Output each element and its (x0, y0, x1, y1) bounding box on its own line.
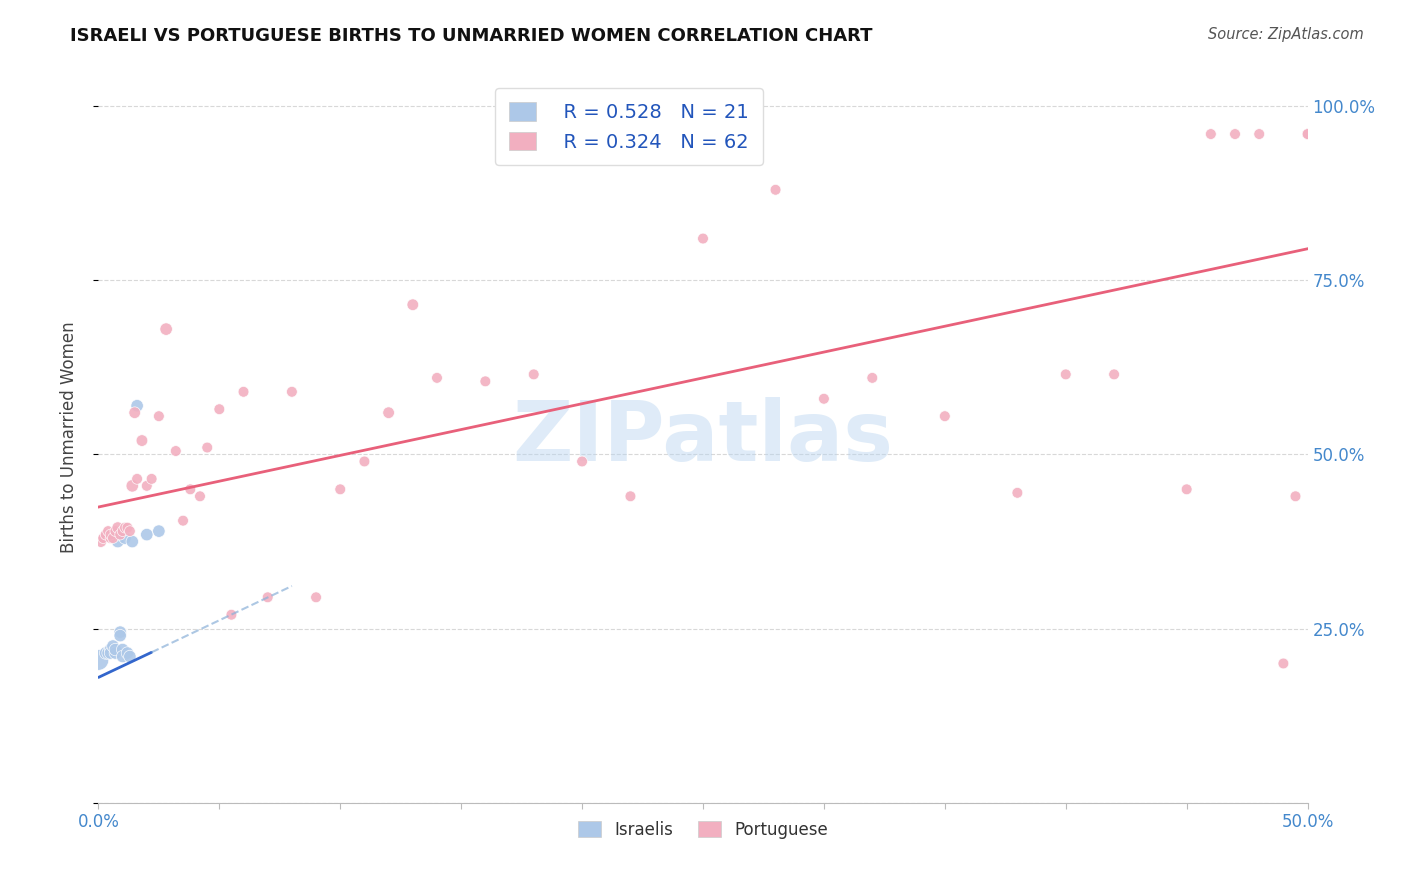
Point (1272, 657, 1295, 671)
Point (256, 591, 278, 605)
Point (135, 527, 157, 541)
Point (148, 524, 170, 538)
Text: ZIPatlas: ZIPatlas (513, 397, 893, 477)
Text: Source: ZipAtlas.com: Source: ZipAtlas.com (1208, 27, 1364, 42)
Point (108, 629, 131, 643)
Point (107, 534, 129, 549)
Point (221, 607, 243, 622)
Point (104, 642, 127, 657)
Point (118, 524, 141, 538)
Point (377, 406, 399, 420)
Point (765, 183, 787, 197)
Text: ISRAELI VS PORTUGUESE BIRTHS TO UNMARRIED WOMEN CORRELATION CHART: ISRAELI VS PORTUGUESE BIRTHS TO UNMARRIE… (70, 27, 873, 45)
Point (155, 322, 177, 336)
Point (107, 521, 129, 535)
Point (148, 409, 170, 424)
Point (426, 371, 449, 385)
Point (329, 483, 352, 497)
Point (353, 454, 375, 468)
Point (97, 646, 120, 660)
Point (100, 646, 122, 660)
Point (692, 231, 714, 245)
Point (131, 434, 153, 448)
Point (101, 639, 124, 653)
Point (474, 375, 496, 389)
Point (1296, 127, 1319, 141)
Point (111, 649, 134, 664)
Point (165, 444, 187, 458)
Point (111, 524, 134, 538)
Point (195, 441, 218, 455)
Point (1249, 127, 1271, 141)
Point (121, 534, 143, 549)
Point (100, 527, 122, 541)
Point (1296, 127, 1319, 141)
Point (934, 409, 956, 424)
Point (1007, 485, 1029, 500)
Point (232, 384, 254, 399)
Point (571, 454, 593, 468)
Point (108, 625, 131, 640)
Point (104, 646, 127, 660)
Point (179, 483, 201, 497)
Point (114, 531, 136, 545)
Point (127, 472, 149, 486)
Point (121, 479, 143, 493)
Point (860, 371, 883, 385)
Point (305, 591, 328, 605)
Point (117, 646, 139, 660)
Point (1054, 368, 1077, 382)
Point (1199, 127, 1222, 141)
Point (402, 298, 425, 312)
Point (100, 642, 122, 657)
Point (135, 479, 157, 493)
Point (188, 489, 211, 503)
Point (114, 521, 136, 535)
Point (1284, 489, 1306, 503)
Point (1296, 127, 1319, 141)
Point (813, 392, 835, 406)
Point (1296, 127, 1319, 141)
Point (94, 646, 117, 660)
Point (124, 406, 146, 420)
Legend: Israelis, Portuguese: Israelis, Portuguese (571, 814, 835, 846)
Point (127, 399, 149, 413)
Point (91, 531, 114, 545)
Point (1296, 127, 1319, 141)
Point (104, 524, 127, 538)
Point (523, 368, 546, 382)
Point (97, 524, 120, 538)
Point (208, 402, 231, 417)
Point (172, 514, 194, 528)
Point (101, 531, 124, 545)
Point (1223, 127, 1246, 141)
Point (1175, 483, 1198, 497)
Point (117, 521, 139, 535)
Point (1296, 127, 1319, 141)
Point (1102, 368, 1125, 382)
Point (108, 527, 131, 541)
Point (94, 527, 117, 541)
Point (619, 489, 641, 503)
Point (111, 642, 134, 657)
Point (281, 384, 304, 399)
Point (87, 653, 110, 667)
Point (141, 472, 163, 486)
Point (90, 534, 112, 549)
Point (100, 531, 122, 545)
Y-axis label: Births to Unmarried Women: Births to Unmarried Women (59, 321, 77, 553)
Point (107, 527, 129, 541)
Point (118, 649, 141, 664)
